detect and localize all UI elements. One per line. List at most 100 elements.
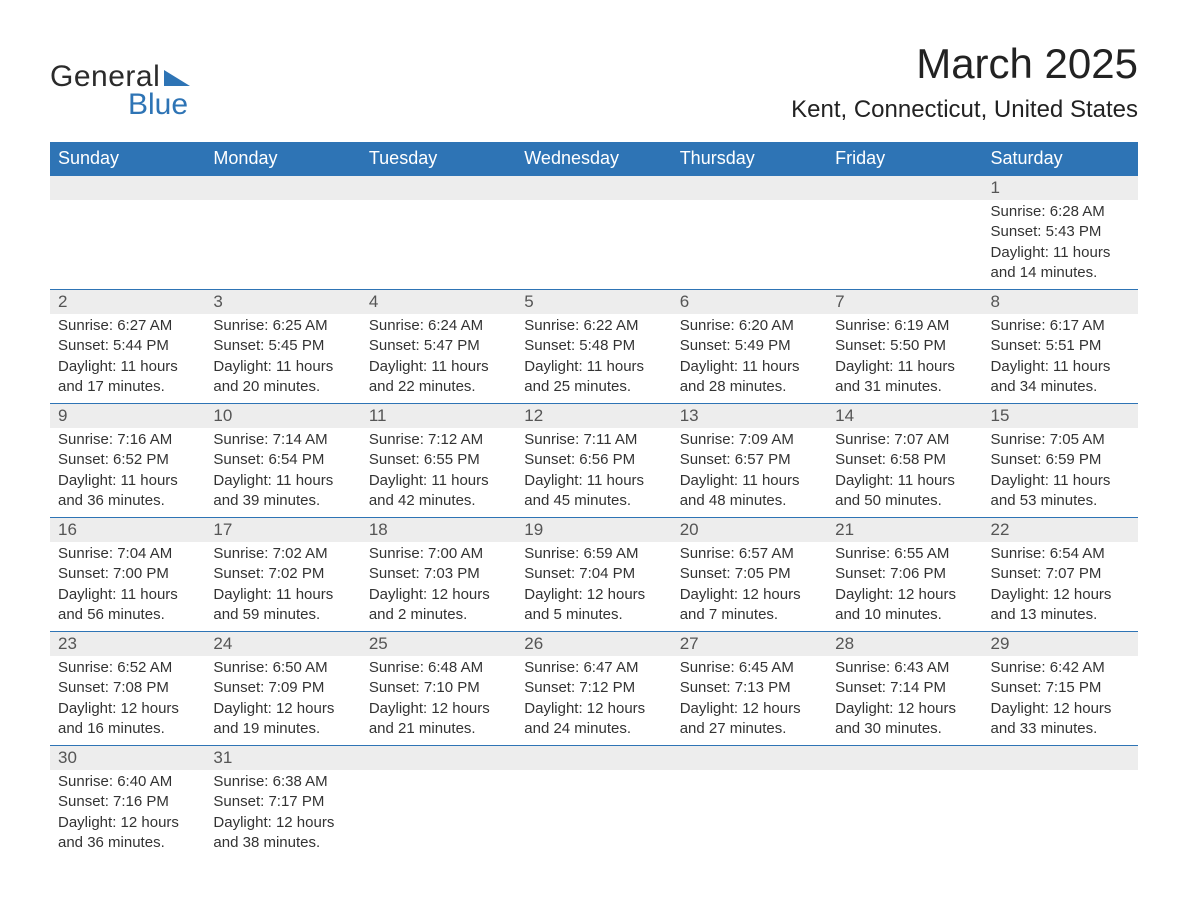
daylight-text: Daylight: 11 hours and 56 minutes. [58,585,197,626]
daylight-text: Daylight: 12 hours and 19 minutes. [213,699,352,740]
daylight-text: Daylight: 11 hours and 14 minutes. [991,243,1130,284]
sunset-text: Sunset: 5:47 PM [369,336,508,356]
sunset-text: Sunset: 7:09 PM [213,678,352,698]
sunrise-text: Sunrise: 6:40 AM [58,772,197,792]
daylight-text: Daylight: 11 hours and 50 minutes. [835,471,974,512]
daylight-text: Daylight: 12 hours and 24 minutes. [524,699,663,740]
sunrise-text: Sunrise: 7:14 AM [213,430,352,450]
day-number: 7 [827,290,982,314]
sunrise-text: Sunrise: 6:52 AM [58,658,197,678]
day-data [516,770,671,848]
calendar-cell: 6Sunrise: 6:20 AMSunset: 5:49 PMDaylight… [672,290,827,404]
day-data: Sunrise: 6:45 AMSunset: 7:13 PMDaylight:… [672,656,827,745]
calendar-cell [672,176,827,290]
day-data: Sunrise: 6:59 AMSunset: 7:04 PMDaylight:… [516,542,671,631]
day-number [827,176,982,200]
day-data: Sunrise: 6:19 AMSunset: 5:50 PMDaylight:… [827,314,982,403]
day-number: 20 [672,518,827,542]
sunrise-text: Sunrise: 6:22 AM [524,316,663,336]
calendar-cell: 22Sunrise: 6:54 AMSunset: 7:07 PMDayligh… [983,518,1138,632]
calendar-cell [516,746,671,860]
daylight-text: Daylight: 11 hours and 25 minutes. [524,357,663,398]
day-number [672,746,827,770]
header-saturday: Saturday [983,142,1138,176]
day-number: 15 [983,404,1138,428]
day-data [672,200,827,278]
day-number: 14 [827,404,982,428]
calendar-cell [983,746,1138,860]
sunrise-text: Sunrise: 6:57 AM [680,544,819,564]
day-number: 28 [827,632,982,656]
logo-blue-text: Blue [128,88,188,122]
daylight-text: Daylight: 12 hours and 10 minutes. [835,585,974,626]
sunrise-text: Sunrise: 6:42 AM [991,658,1130,678]
sunset-text: Sunset: 7:02 PM [213,564,352,584]
daylight-text: Daylight: 12 hours and 2 minutes. [369,585,508,626]
sunrise-text: Sunrise: 7:02 AM [213,544,352,564]
title-block: March 2025 Kent, Connecticut, United Sta… [791,40,1138,124]
calendar-cell [516,176,671,290]
calendar-body: 1Sunrise: 6:28 AMSunset: 5:43 PMDaylight… [50,176,1138,860]
sunset-text: Sunset: 7:14 PM [835,678,974,698]
day-number [827,746,982,770]
month-title: March 2025 [791,40,1138,88]
calendar-cell: 18Sunrise: 7:00 AMSunset: 7:03 PMDayligh… [361,518,516,632]
day-data: Sunrise: 7:04 AMSunset: 7:00 PMDaylight:… [50,542,205,631]
day-data: Sunrise: 6:24 AMSunset: 5:47 PMDaylight:… [361,314,516,403]
sunrise-text: Sunrise: 6:17 AM [991,316,1130,336]
header-wednesday: Wednesday [516,142,671,176]
calendar-cell: 20Sunrise: 6:57 AMSunset: 7:05 PMDayligh… [672,518,827,632]
calendar-cell: 29Sunrise: 6:42 AMSunset: 7:15 PMDayligh… [983,632,1138,746]
sunset-text: Sunset: 6:55 PM [369,450,508,470]
day-number: 27 [672,632,827,656]
calendar-cell: 12Sunrise: 7:11 AMSunset: 6:56 PMDayligh… [516,404,671,518]
header-sunday: Sunday [50,142,205,176]
sunrise-text: Sunrise: 7:07 AM [835,430,974,450]
sunset-text: Sunset: 7:17 PM [213,792,352,812]
daylight-text: Daylight: 12 hours and 27 minutes. [680,699,819,740]
daylight-text: Daylight: 11 hours and 39 minutes. [213,471,352,512]
day-number: 2 [50,290,205,314]
sunrise-text: Sunrise: 6:20 AM [680,316,819,336]
day-data: Sunrise: 7:11 AMSunset: 6:56 PMDaylight:… [516,428,671,517]
day-data: Sunrise: 6:47 AMSunset: 7:12 PMDaylight:… [516,656,671,745]
calendar-cell: 7Sunrise: 6:19 AMSunset: 5:50 PMDaylight… [827,290,982,404]
day-number [516,176,671,200]
calendar-cell: 17Sunrise: 7:02 AMSunset: 7:02 PMDayligh… [205,518,360,632]
day-data: Sunrise: 6:17 AMSunset: 5:51 PMDaylight:… [983,314,1138,403]
calendar-cell: 8Sunrise: 6:17 AMSunset: 5:51 PMDaylight… [983,290,1138,404]
day-number: 6 [672,290,827,314]
day-data: Sunrise: 6:42 AMSunset: 7:15 PMDaylight:… [983,656,1138,745]
day-data: Sunrise: 7:05 AMSunset: 6:59 PMDaylight:… [983,428,1138,517]
daylight-text: Daylight: 12 hours and 16 minutes. [58,699,197,740]
sunset-text: Sunset: 6:54 PM [213,450,352,470]
sunset-text: Sunset: 5:49 PM [680,336,819,356]
location-text: Kent, Connecticut, United States [791,96,1138,124]
day-data [983,770,1138,848]
calendar-cell: 31Sunrise: 6:38 AMSunset: 7:17 PMDayligh… [205,746,360,860]
sunset-text: Sunset: 7:06 PM [835,564,974,584]
daylight-text: Daylight: 12 hours and 21 minutes. [369,699,508,740]
daylight-text: Daylight: 11 hours and 20 minutes. [213,357,352,398]
day-number: 24 [205,632,360,656]
daylight-text: Daylight: 11 hours and 45 minutes. [524,471,663,512]
day-data: Sunrise: 6:22 AMSunset: 5:48 PMDaylight:… [516,314,671,403]
sunrise-text: Sunrise: 6:59 AM [524,544,663,564]
day-data: Sunrise: 7:07 AMSunset: 6:58 PMDaylight:… [827,428,982,517]
daylight-text: Daylight: 11 hours and 36 minutes. [58,471,197,512]
daylight-text: Daylight: 12 hours and 33 minutes. [991,699,1130,740]
sunset-text: Sunset: 5:50 PM [835,336,974,356]
daylight-text: Daylight: 11 hours and 28 minutes. [680,357,819,398]
sunset-text: Sunset: 7:15 PM [991,678,1130,698]
day-number: 26 [516,632,671,656]
header-tuesday: Tuesday [361,142,516,176]
day-data [672,770,827,848]
calendar-cell [205,176,360,290]
day-number [361,176,516,200]
day-number: 29 [983,632,1138,656]
day-number: 21 [827,518,982,542]
day-data: Sunrise: 7:16 AMSunset: 6:52 PMDaylight:… [50,428,205,517]
daylight-text: Daylight: 11 hours and 22 minutes. [369,357,508,398]
day-number [983,746,1138,770]
sunrise-text: Sunrise: 6:38 AM [213,772,352,792]
